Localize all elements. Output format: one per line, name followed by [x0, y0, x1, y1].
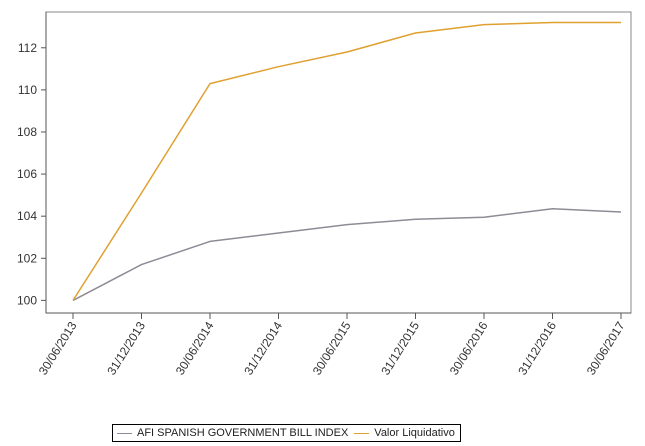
y-tick-label: 112 [18, 41, 37, 55]
x-tick-label: 30/06/2014 [173, 319, 217, 378]
legend-swatch-series-2 [354, 432, 370, 434]
series-layer [72, 21, 622, 302]
legend-label-series-1: AFI SPANISH GOVERNMENT BILL INDEX [137, 427, 349, 439]
plot-area [45, 11, 632, 314]
x-tick-label: 31/12/2015 [378, 319, 422, 378]
x-tick-label: 31/12/2016 [515, 319, 559, 378]
x-axis: 30/06/2013 31/12/2013 30/06/2014 31/12/2014… [36, 313, 628, 378]
x-tick-label: 30/06/2015 [310, 319, 354, 378]
y-tick-label: 104 [17, 209, 37, 223]
x-tick-label: 30/06/2017 [584, 319, 628, 378]
x-tick-label: 31/12/2013 [104, 319, 148, 378]
y-tick-label: 102 [17, 251, 37, 265]
y-tick-label: 108 [17, 125, 37, 139]
x-tick-label: 30/06/2013 [36, 319, 80, 378]
series-line-1 [72, 208, 622, 302]
legend: AFI SPANISH GOVERNMENT BILL INDEX Valor … [112, 424, 461, 442]
x-tick-label: 31/12/2014 [241, 319, 285, 378]
y-tick-label: 100 [17, 293, 37, 307]
legend-swatch-series-1 [117, 432, 132, 434]
y-axis: 100 102 104 106 108 110 112 [17, 41, 46, 307]
legend-item-series-1: AFI SPANISH GOVERNMENT BILL INDEX [117, 427, 348, 439]
series-line-2 [72, 21, 621, 301]
legend-item-series-2: Valor Liquidativo [354, 427, 455, 439]
x-tick-label: 30/06/2016 [447, 319, 491, 378]
y-tick-label: 106 [17, 167, 37, 181]
y-tick-label: 110 [18, 83, 37, 97]
legend-label-series-2: Valor Liquidativo [374, 427, 455, 439]
